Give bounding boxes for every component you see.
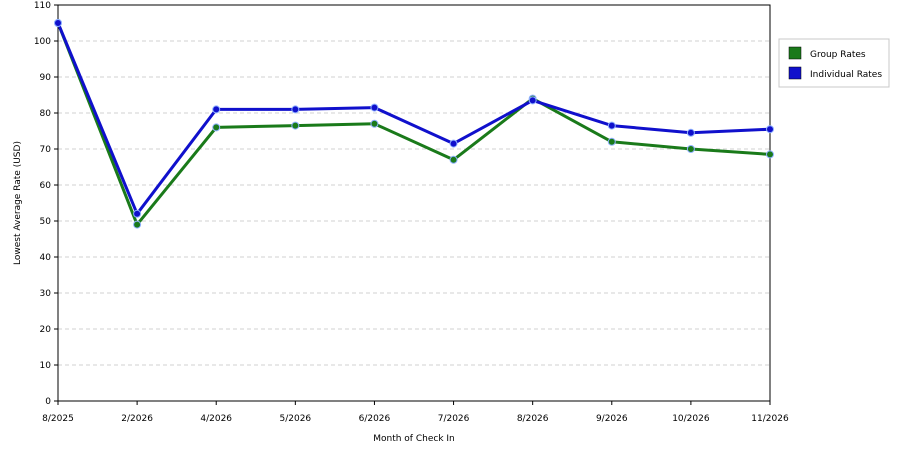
data-point [133,220,142,229]
series-individual-rates [54,19,774,218]
legend-entry-label: Individual Rates [810,70,882,80]
data-point [449,155,458,164]
data-point [291,105,300,114]
x-tick-label: 9/2026 [596,414,628,424]
data-point [766,125,774,134]
x-tick-label: 4/2026 [200,414,232,424]
data-point [766,150,774,159]
series-line [56,22,771,227]
y-tick-label: 80 [40,109,52,119]
data-point [370,119,379,128]
grid-lines [58,40,770,366]
legend: Group Rates Individual Rates [778,38,890,88]
x-tick-label: 8/2026 [517,414,549,424]
data-point [686,145,695,153]
y-tick-label: 10 [40,361,52,371]
data-point [133,209,142,218]
x-tick-label: 11/2026 [751,414,789,424]
x-tick-label: 2/2026 [121,414,153,424]
x-tick-label: 6/2026 [359,414,391,424]
data-point [212,123,221,132]
data-point [291,121,300,130]
data-point [212,105,221,114]
legend-swatch [788,66,802,80]
data-point [607,121,616,130]
data-point [449,139,458,148]
y-tick-label: 70 [40,145,52,155]
x-axis: 8/2025 2/2026 4/2026 5/2026 6/2026 7/2026 8/20… [42,401,789,424]
series-group-rates [54,19,774,229]
y-axis-title: Lowest Average Rate (USD) [13,141,23,265]
x-tick-label: 7/2026 [438,414,470,424]
y-tick-label: 110 [34,1,51,11]
y-tick-label: 50 [40,217,52,227]
series-line [56,22,771,216]
x-tick-label: 10/2026 [672,414,710,424]
data-point [607,137,616,146]
legend-swatch [788,46,802,60]
y-tick-label: 0 [45,397,51,407]
x-axis-title: Month of Check In [373,434,455,444]
y-axis: 0 10 20 30 40 50 60 70 80 90 100 110 [34,1,58,407]
y-tick-label: 30 [40,289,52,299]
plot-frame [57,4,771,402]
y-tick-label: 40 [40,253,52,263]
y-tick-label: 60 [40,181,52,191]
data-point [686,128,695,137]
x-tick-label: 8/2025 [42,414,74,424]
y-tick-label: 90 [40,73,52,83]
data-point [528,96,537,105]
x-tick-label: 5/2026 [279,414,311,424]
y-tick-label: 100 [34,37,51,47]
legend-entry-label: Group Rates [810,50,866,60]
series-lines [54,19,774,229]
y-tick-label: 20 [40,325,52,335]
data-point [54,19,62,27]
data-point [370,103,379,112]
